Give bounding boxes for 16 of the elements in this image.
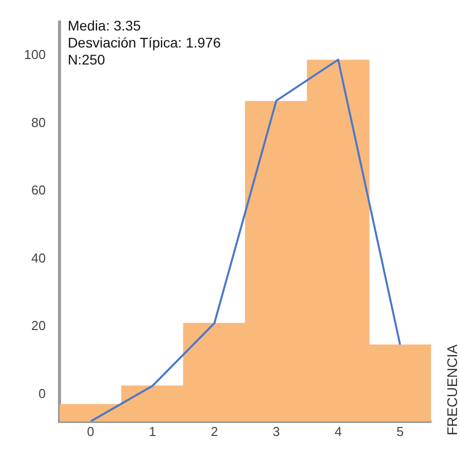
y-tick-label: 100 (24, 47, 46, 62)
x-tick-label: 3 (272, 424, 280, 439)
annotation: N:250 (68, 52, 106, 68)
annotation: Desviación Típica: 1.976 (68, 34, 221, 51)
y-tick-label: 60 (31, 182, 46, 198)
y-tick-label: 80 (31, 114, 46, 130)
x-tick-label: 2 (210, 424, 218, 439)
y-axis-title: FRECUENCIA (444, 344, 459, 436)
y-tick-label: 40 (31, 250, 46, 266)
x-tick-label: 5 (396, 424, 404, 439)
x-tick-label: 4 (334, 424, 342, 439)
y-tick-label: 20 (31, 318, 46, 334)
y-tick-label: 0 (38, 386, 46, 401)
annotation: Media: 3.35 (68, 18, 142, 34)
x-tick-label: 1 (148, 424, 156, 439)
x-tick-label: 0 (87, 424, 94, 439)
